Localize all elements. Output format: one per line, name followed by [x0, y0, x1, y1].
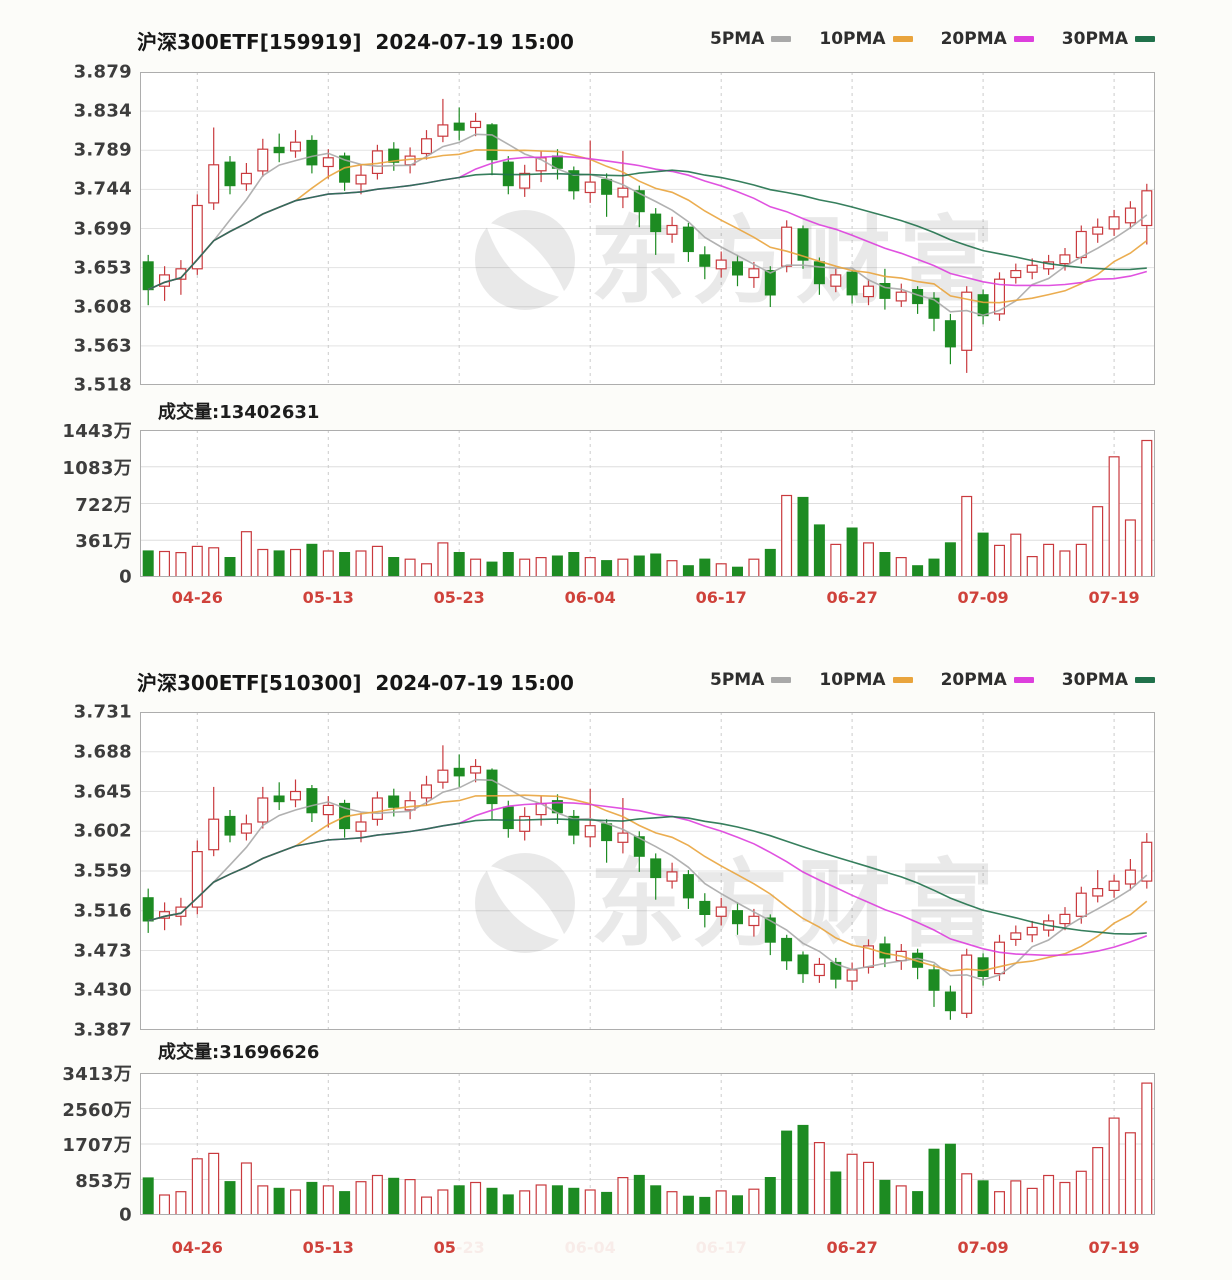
y-axis-label: 3.516 [73, 900, 132, 922]
x-axis-label: 06-17 [695, 588, 747, 607]
y-axis-label: 3.699 [73, 218, 132, 239]
volume-bars [142, 1082, 1153, 1215]
y-axis-label: 3.608 [73, 296, 132, 318]
volume-axis-label: 361万 [75, 531, 132, 553]
volume-axis-label: 853万 [75, 1170, 132, 1192]
candles [142, 98, 1153, 373]
x-axis-label: 05-23 [433, 588, 485, 607]
y-axis-label: 3.731 [73, 701, 132, 723]
price-chart-svg[interactable]: 东方财富 [140, 712, 1155, 1030]
y-axis-label: 3.688 [73, 741, 132, 763]
y-axis-label: 3.744 [73, 178, 132, 200]
volume-chart-svg[interactable] [140, 430, 1155, 577]
legend-item-10pma: 10PMA [819, 670, 913, 690]
x-axis-label: 06-04 [564, 1238, 616, 1257]
volume-axis-label: 0 [119, 566, 132, 588]
y-axis-label: 3.602 [73, 820, 132, 842]
x-axis-label: 05-23 [433, 1238, 485, 1257]
y-axis-label: 3.645 [73, 781, 132, 802]
legend-item-30pma: 30PMA [1062, 670, 1155, 690]
ma-line-30 [147, 169, 1147, 291]
volume-axis-label: 1707万 [62, 1135, 132, 1156]
volume-readout: 成交量:13402631 [158, 402, 320, 423]
x-axis-label: 07-19 [1088, 1238, 1140, 1257]
10pma-color-chip-icon [892, 677, 913, 683]
10pma-color-chip-icon [892, 36, 913, 42]
volume-axis-label: 3413万 [62, 1064, 132, 1085]
volume-chart-svg[interactable] [140, 1073, 1155, 1215]
y-axis-label: 3.430 [73, 979, 132, 1001]
5pma-color-chip-icon [771, 36, 792, 42]
30pma-color-chip-icon [1135, 36, 1155, 42]
legend-label: 20PMA [940, 29, 1007, 49]
30pma-color-chip-icon [1135, 677, 1155, 683]
legend-label: 30PMA [1061, 670, 1128, 690]
legend-item-20pma: 20PMA [941, 670, 1034, 690]
ma-line-5 [147, 133, 1148, 317]
legend-item-10pma: 10PMA [819, 29, 913, 49]
x-axis-label: 06-27 [826, 588, 878, 607]
ma-line-5 [147, 778, 1148, 981]
y-axis-label: 3.518 [73, 374, 132, 396]
x-axis-label: 06-27 [826, 1238, 878, 1257]
x-axis-label: 05-13 [302, 1238, 354, 1257]
y-axis-label: 3.387 [73, 1019, 132, 1041]
y-axis-label: 3.789 [73, 139, 132, 161]
legend-label: 5PMA [710, 670, 765, 690]
price-chart-svg[interactable]: 东方财富 [140, 72, 1155, 385]
legend-label: 10PMA [819, 670, 886, 690]
20pma-color-chip-icon [1013, 36, 1034, 42]
legend-item-20pma: 20PMA [941, 29, 1034, 49]
volume-axis-label: 1443万 [62, 421, 132, 442]
x-axis-label: 06-04 [564, 588, 616, 607]
volume-readout: 成交量:31696626 [158, 1042, 320, 1063]
ma-legend: 5PMA 10PMA 20PMA 30PMA [710, 667, 1155, 693]
5pma-color-chip-icon [771, 677, 792, 683]
x-axis-label: 07-09 [957, 1238, 1009, 1257]
x-axis-label: 04-26 [171, 588, 223, 607]
chart-title: 沪深300ETF[159919] 2024-07-19 15:00 [137, 30, 574, 54]
20pma-color-chip-icon [1013, 677, 1034, 683]
ma-legend: 5PMA 10PMA 20PMA 30PMA [710, 26, 1155, 52]
legend-label: 10PMA [819, 29, 886, 49]
y-axis-label: 3.879 [73, 61, 132, 83]
x-axis-label: 05-13 [302, 588, 354, 607]
volume-bars [142, 439, 1153, 577]
volume-axis-label: 722万 [75, 494, 132, 516]
legend-item-30pma: 30PMA [1062, 29, 1155, 49]
x-axis-label: 07-19 [1088, 588, 1140, 607]
volume-axis-label: 2560万 [62, 1099, 132, 1121]
x-axis-label: 04-26 [171, 1238, 223, 1257]
legend-label: 20PMA [940, 670, 1007, 690]
x-axis-label: 06-17 [695, 1238, 747, 1257]
legend-item-5pma: 5PMA [710, 29, 792, 49]
x-axis-label: 07-09 [957, 588, 1009, 607]
watermark: 东方财富 [475, 850, 994, 960]
y-axis-label: 3.653 [73, 257, 132, 279]
chart-title: 沪深300ETF[510300] 2024-07-19 15:00 [137, 671, 574, 695]
legend-label: 5PMA [710, 29, 765, 49]
ma-line-10 [147, 794, 1148, 972]
y-axis-label: 3.559 [73, 860, 132, 882]
y-axis-label: 3.473 [73, 940, 132, 961]
y-axis-label: 3.563 [73, 335, 132, 357]
legend-label: 30PMA [1061, 29, 1128, 49]
legend-item-5pma: 5PMA [710, 670, 792, 690]
volume-axis-label: 0 [119, 1204, 132, 1226]
ma-line-10 [147, 149, 1148, 304]
y-axis-label: 3.834 [73, 100, 132, 122]
volume-axis-label: 1083万 [62, 457, 132, 479]
ma-line-30 [147, 815, 1147, 935]
